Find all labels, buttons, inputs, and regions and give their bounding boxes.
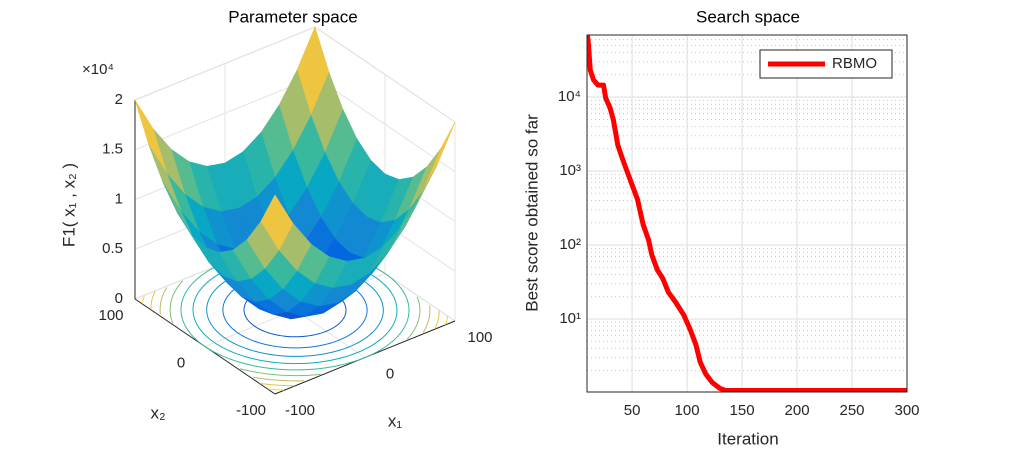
y-label: x₂ [150,403,165,422]
y-tick-label: 10³ [559,162,581,179]
plot-area [587,35,907,392]
y-tick-label: 0 [177,354,185,371]
y-tick-label: -100 [236,402,266,419]
y-tick-label: 10⁴ [558,88,581,105]
surface-chart: Parameter space ×10⁴ F1( x₁ , x₂ ) x₁ x₂… [59,7,492,430]
series-line [587,35,907,392]
z-multiplier: ×10⁴ [82,61,114,78]
z-label: F1( x₁ , x₂ ) [59,163,78,247]
z-tick-label: 1.5 [102,141,123,158]
contour [268,388,285,391]
axes-box [586,34,908,393]
z-tick-label: 1 [115,190,123,207]
contour [239,368,321,377]
x-tick-label: 150 [730,402,755,419]
contour [150,290,156,310]
contour [445,316,449,325]
z-tick-label: 0 [115,290,123,307]
z-tick-label: 0.5 [102,240,123,257]
x-tick-label: 300 [894,402,919,419]
x-tick-label: 0 [386,365,394,382]
x-tick-label: 100 [675,402,700,419]
chart-title: Parameter space [228,7,357,26]
contour [141,295,145,304]
convergence-chart: Search space Iteration Best score obtain… [522,7,919,448]
x-tick-label: 50 [624,402,641,419]
contour [259,382,295,387]
x-tick-label: -100 [285,402,315,419]
surface-facet [260,194,294,251]
chart-title: Search space [696,7,800,26]
contour [252,376,305,382]
x-label: Iteration [717,429,778,448]
y-tick-label: 10¹ [559,310,581,327]
x-tick-label: 100 [467,329,492,346]
y-tick-label: 100 [98,307,123,324]
x-tick-label: 200 [785,402,810,419]
y-label: Best score obtained so far [522,114,541,312]
legend-label: RBMO [832,55,877,72]
contour [159,287,168,315]
contour [406,296,421,340]
x-tick-label: 250 [840,402,865,419]
y-tick-label: 10² [559,236,581,253]
contour [422,305,431,333]
x-label: x₁ [388,411,403,430]
z-tick-label: 2 [115,91,123,108]
contour [434,310,440,330]
contour [169,280,184,324]
